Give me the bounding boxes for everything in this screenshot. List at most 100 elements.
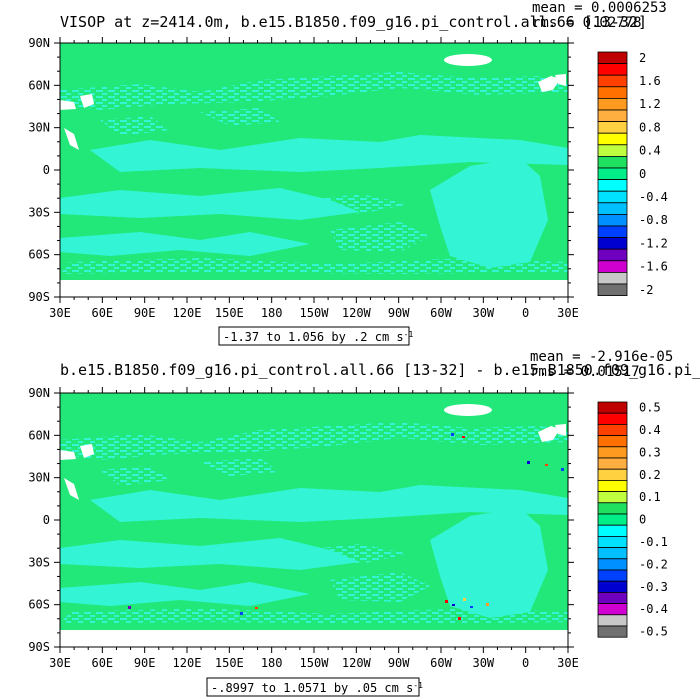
colorbar-label: 1.2 [639, 97, 661, 111]
colorbar-label: -0.1 [639, 535, 668, 549]
colorbar-label: -0.5 [639, 625, 668, 639]
colorbar-label: 0 [639, 167, 646, 181]
landmass-shape [64, 128, 79, 150]
axes: 90N 60N 30N 0 30S 60S 90S 30E 60E 90E 120E 150E 180 1… [28, 36, 579, 320]
colorbar-swatch [597, 283, 628, 297]
colorbar-label: -1.6 [639, 260, 668, 274]
range-label: -.8997 to 1.0571 by .05 cm s-1 [211, 681, 423, 696]
colorbar-swatch [597, 412, 628, 425]
colorbar-swatch [597, 547, 628, 560]
colorbar-swatch [597, 74, 628, 88]
panel-bottom: b.e15.B1850.f09_g16.pi_control.all.66 [1… [28, 349, 700, 697]
colorbar-label: 0.4 [639, 423, 661, 437]
mean-stat: mean = 0.0006253 [532, 0, 667, 16]
landmass-shape [555, 424, 566, 436]
rms-stat: rms = 0.01517 [530, 364, 640, 380]
landmass-shape [80, 444, 94, 458]
lat-tick-label: 90N [28, 36, 50, 50]
colorbar-label: -0.8 [639, 213, 668, 227]
lat-tick-label: 60N [28, 428, 50, 442]
colorbar-swatch [597, 248, 628, 262]
landmass-shape [64, 478, 79, 500]
lon-tick-label: 150W [300, 306, 330, 320]
lat-tick-label: 0 [43, 163, 50, 177]
lon-tick-label: 90W [388, 306, 410, 320]
colorbar-swatch [597, 237, 628, 250]
colorbar-swatch [597, 603, 628, 616]
lat-tick-label: 90N [28, 386, 50, 400]
map-area: 90N 60N 30N 0 30S 60S 90S 30E 60E 90E 120E 150E 180 1… [28, 36, 579, 320]
colorbar-label: 1.6 [639, 74, 661, 88]
colorbar-swatch [597, 98, 628, 111]
colorbar-swatch [597, 167, 628, 181]
lon-tick-label: 90W [388, 656, 410, 670]
map-area: 90N 60N 30N 0 30S 60S 90S 30E 60E 90E 120E 150E 180 1… [28, 386, 579, 670]
colorbar-swatch [597, 260, 628, 273]
difference-speckles [128, 433, 564, 620]
colorbar-swatch [597, 155, 628, 169]
colorbar-swatch [597, 86, 628, 99]
colorbar-swatch [597, 592, 628, 605]
landmass-shape [538, 426, 560, 442]
colorbar-swatch [597, 536, 628, 549]
lon-tick-label: 150E [215, 306, 244, 320]
colorbar-swatch [597, 225, 628, 239]
colorbar-label: 0 [639, 513, 646, 527]
lon-tick-label: 120W [342, 656, 372, 670]
landmass-shape [80, 94, 94, 108]
anomaly-bands [60, 422, 568, 624]
lon-tick-label: 60E [91, 656, 113, 670]
greenland-shape [444, 54, 492, 66]
lat-tick-label: 90S [28, 290, 50, 304]
axes: 90N 60N 30N 0 30S 60S 90S 30E 60E 90E 120E 150E 180 1… [28, 386, 579, 670]
lon-tick-label: 150E [215, 656, 244, 670]
lat-tick-label: 30N [28, 121, 50, 135]
colorbar-label: 0.8 [639, 120, 661, 134]
lon-tick-label: 180 [261, 656, 283, 670]
colorbar-label: -0.3 [639, 580, 668, 594]
mean-stat: mean = -2.916e-05 [530, 349, 673, 365]
lon-tick-label: 30W [472, 656, 494, 670]
landmass-shape [60, 450, 76, 460]
lat-tick-label: 30S [28, 555, 50, 569]
colorbar-swatch [597, 51, 628, 65]
colorbar-swatch [597, 132, 628, 146]
lat-tick-label: 60N [28, 78, 50, 92]
range-caption: -1.37 to 1.056 by .2 cm s-1 [218, 326, 413, 346]
colorbar-label: 0.4 [639, 144, 661, 158]
colorbar-swatch [597, 144, 628, 157]
colorbar-swatch [597, 468, 628, 481]
colorbar-label: 0.3 [639, 445, 661, 459]
colorbar-swatch [597, 435, 628, 448]
colorbar-label: -1.2 [639, 236, 668, 250]
lat-tick-label: 0 [43, 513, 50, 527]
colorbar-swatch [597, 502, 628, 515]
lon-tick-label: 120E [173, 656, 202, 670]
lon-tick-label: 30E [557, 306, 579, 320]
colorbar-swatch [597, 569, 628, 582]
colorbar-swatch [597, 401, 628, 414]
colorbar-swatch [597, 271, 628, 285]
colorbar-swatch [597, 614, 628, 627]
lat-tick-label: 30S [28, 205, 50, 219]
lat-tick-label: 30N [28, 471, 50, 485]
lon-tick-label: 60W [430, 656, 452, 670]
lon-tick-label: 60W [430, 306, 452, 320]
colorbar-swatch [597, 479, 628, 492]
colorbar-swatch [597, 121, 628, 134]
colorbar-label: -0.4 [639, 190, 668, 204]
colorbar-swatch [597, 423, 628, 436]
lon-tick-label: 0 [522, 656, 529, 670]
lon-tick-label: 180 [261, 306, 283, 320]
greenland-shape [444, 404, 492, 416]
colorbar-label: -0.4 [639, 602, 668, 616]
lat-tick-label: 60S [28, 598, 50, 612]
panel-top: VISOP at z=2414.0m, b.e15.B1850.f09_g16.… [28, 0, 668, 346]
anomaly-bands [60, 72, 568, 274]
lon-tick-label: 30W [472, 306, 494, 320]
lon-tick-label: 90E [134, 656, 156, 670]
colorbar-label: -2 [639, 283, 653, 297]
rms-stat: rms = 0.02778 [532, 15, 642, 31]
colorbar-swatch [597, 202, 628, 215]
lat-tick-label: 90S [28, 640, 50, 654]
